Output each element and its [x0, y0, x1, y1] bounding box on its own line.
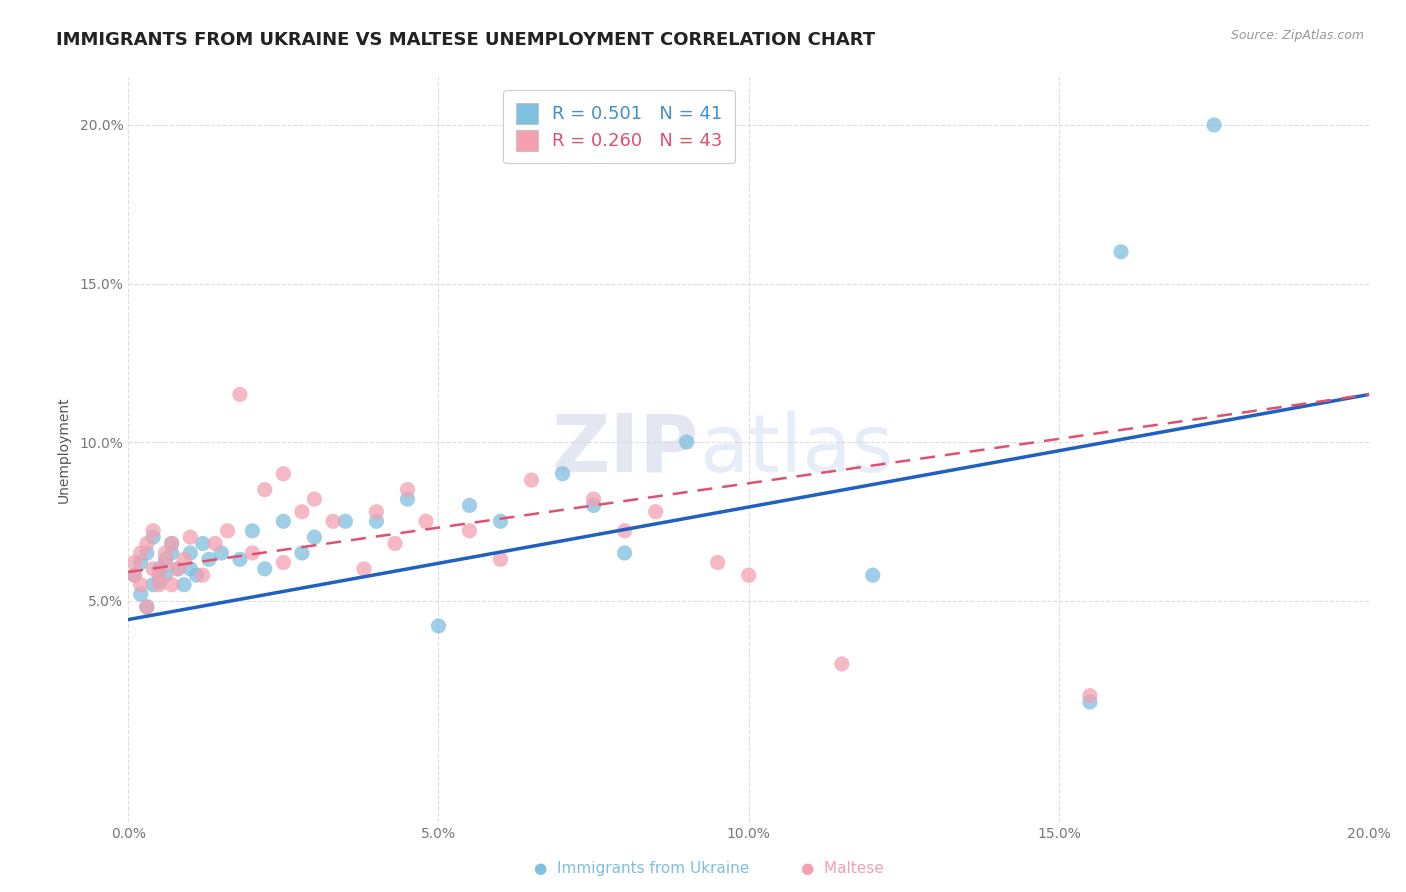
Point	[167, 562, 190, 576]
Point	[229, 552, 252, 566]
Point	[129, 577, 152, 591]
Point	[582, 492, 605, 507]
Point	[142, 562, 165, 576]
Point	[229, 387, 252, 401]
Point	[253, 483, 276, 497]
Point	[167, 562, 190, 576]
Point	[366, 514, 388, 528]
Point	[427, 619, 450, 633]
Point	[240, 524, 263, 538]
Point	[217, 524, 239, 538]
Point	[148, 568, 170, 582]
Point	[191, 536, 214, 550]
Point	[135, 599, 157, 614]
Point	[191, 568, 214, 582]
Point	[148, 562, 170, 576]
Point	[179, 546, 201, 560]
Point	[124, 556, 146, 570]
Point	[1109, 244, 1132, 259]
Point	[706, 556, 728, 570]
Point	[415, 514, 437, 528]
Point	[458, 499, 481, 513]
Point	[186, 568, 208, 582]
Point	[862, 568, 884, 582]
Point	[135, 536, 157, 550]
Point	[831, 657, 853, 671]
Point	[335, 514, 357, 528]
Point	[291, 505, 314, 519]
Point	[160, 536, 183, 550]
Point	[551, 467, 574, 481]
Point	[240, 546, 263, 560]
Point	[582, 499, 605, 513]
Point	[291, 546, 314, 560]
Point	[304, 530, 326, 544]
Point	[613, 546, 636, 560]
Text: ●  Maltese: ● Maltese	[801, 861, 884, 876]
Point	[160, 577, 183, 591]
Point	[179, 562, 201, 576]
Point	[458, 524, 481, 538]
Text: IMMIGRANTS FROM UKRAINE VS MALTESE UNEMPLOYMENT CORRELATION CHART: IMMIGRANTS FROM UKRAINE VS MALTESE UNEMP…	[56, 31, 876, 49]
Point	[304, 492, 326, 507]
Point	[135, 546, 157, 560]
Y-axis label: Unemployment: Unemployment	[58, 397, 72, 503]
Point	[129, 546, 152, 560]
Point	[489, 514, 512, 528]
Point	[155, 546, 177, 560]
Point	[124, 568, 146, 582]
Point	[273, 556, 295, 570]
Point	[273, 467, 295, 481]
Point	[142, 577, 165, 591]
Point	[204, 536, 226, 550]
Point	[396, 492, 419, 507]
Point	[160, 536, 183, 550]
Point	[198, 552, 221, 566]
Point	[160, 546, 183, 560]
Legend: R = 0.501   N = 41, R = 0.260   N = 43: R = 0.501 N = 41, R = 0.260 N = 43	[503, 90, 735, 163]
Point	[1202, 118, 1225, 132]
Point	[353, 562, 375, 576]
Point	[155, 556, 177, 570]
Point	[613, 524, 636, 538]
Point	[142, 530, 165, 544]
Point	[155, 552, 177, 566]
Point	[148, 577, 170, 591]
Point	[675, 435, 697, 450]
Point	[124, 568, 146, 582]
Point	[1078, 689, 1101, 703]
Point	[142, 524, 165, 538]
Point	[135, 599, 157, 614]
Point	[173, 552, 195, 566]
Point	[644, 505, 666, 519]
Point	[179, 530, 201, 544]
Point	[366, 505, 388, 519]
Text: ZIP: ZIP	[551, 411, 699, 489]
Point	[129, 587, 152, 601]
Point	[520, 473, 543, 487]
Point	[1078, 695, 1101, 709]
Text: atlas: atlas	[699, 411, 893, 489]
Point	[489, 552, 512, 566]
Point	[155, 568, 177, 582]
Point	[173, 577, 195, 591]
Point	[384, 536, 406, 550]
Text: ●  Immigrants from Ukraine: ● Immigrants from Ukraine	[534, 861, 749, 876]
Point	[148, 574, 170, 589]
Point	[129, 556, 152, 570]
Text: Source: ZipAtlas.com: Source: ZipAtlas.com	[1230, 29, 1364, 42]
Point	[737, 568, 759, 582]
Point	[253, 562, 276, 576]
Point	[273, 514, 295, 528]
Point	[209, 546, 232, 560]
Point	[322, 514, 344, 528]
Point	[396, 483, 419, 497]
